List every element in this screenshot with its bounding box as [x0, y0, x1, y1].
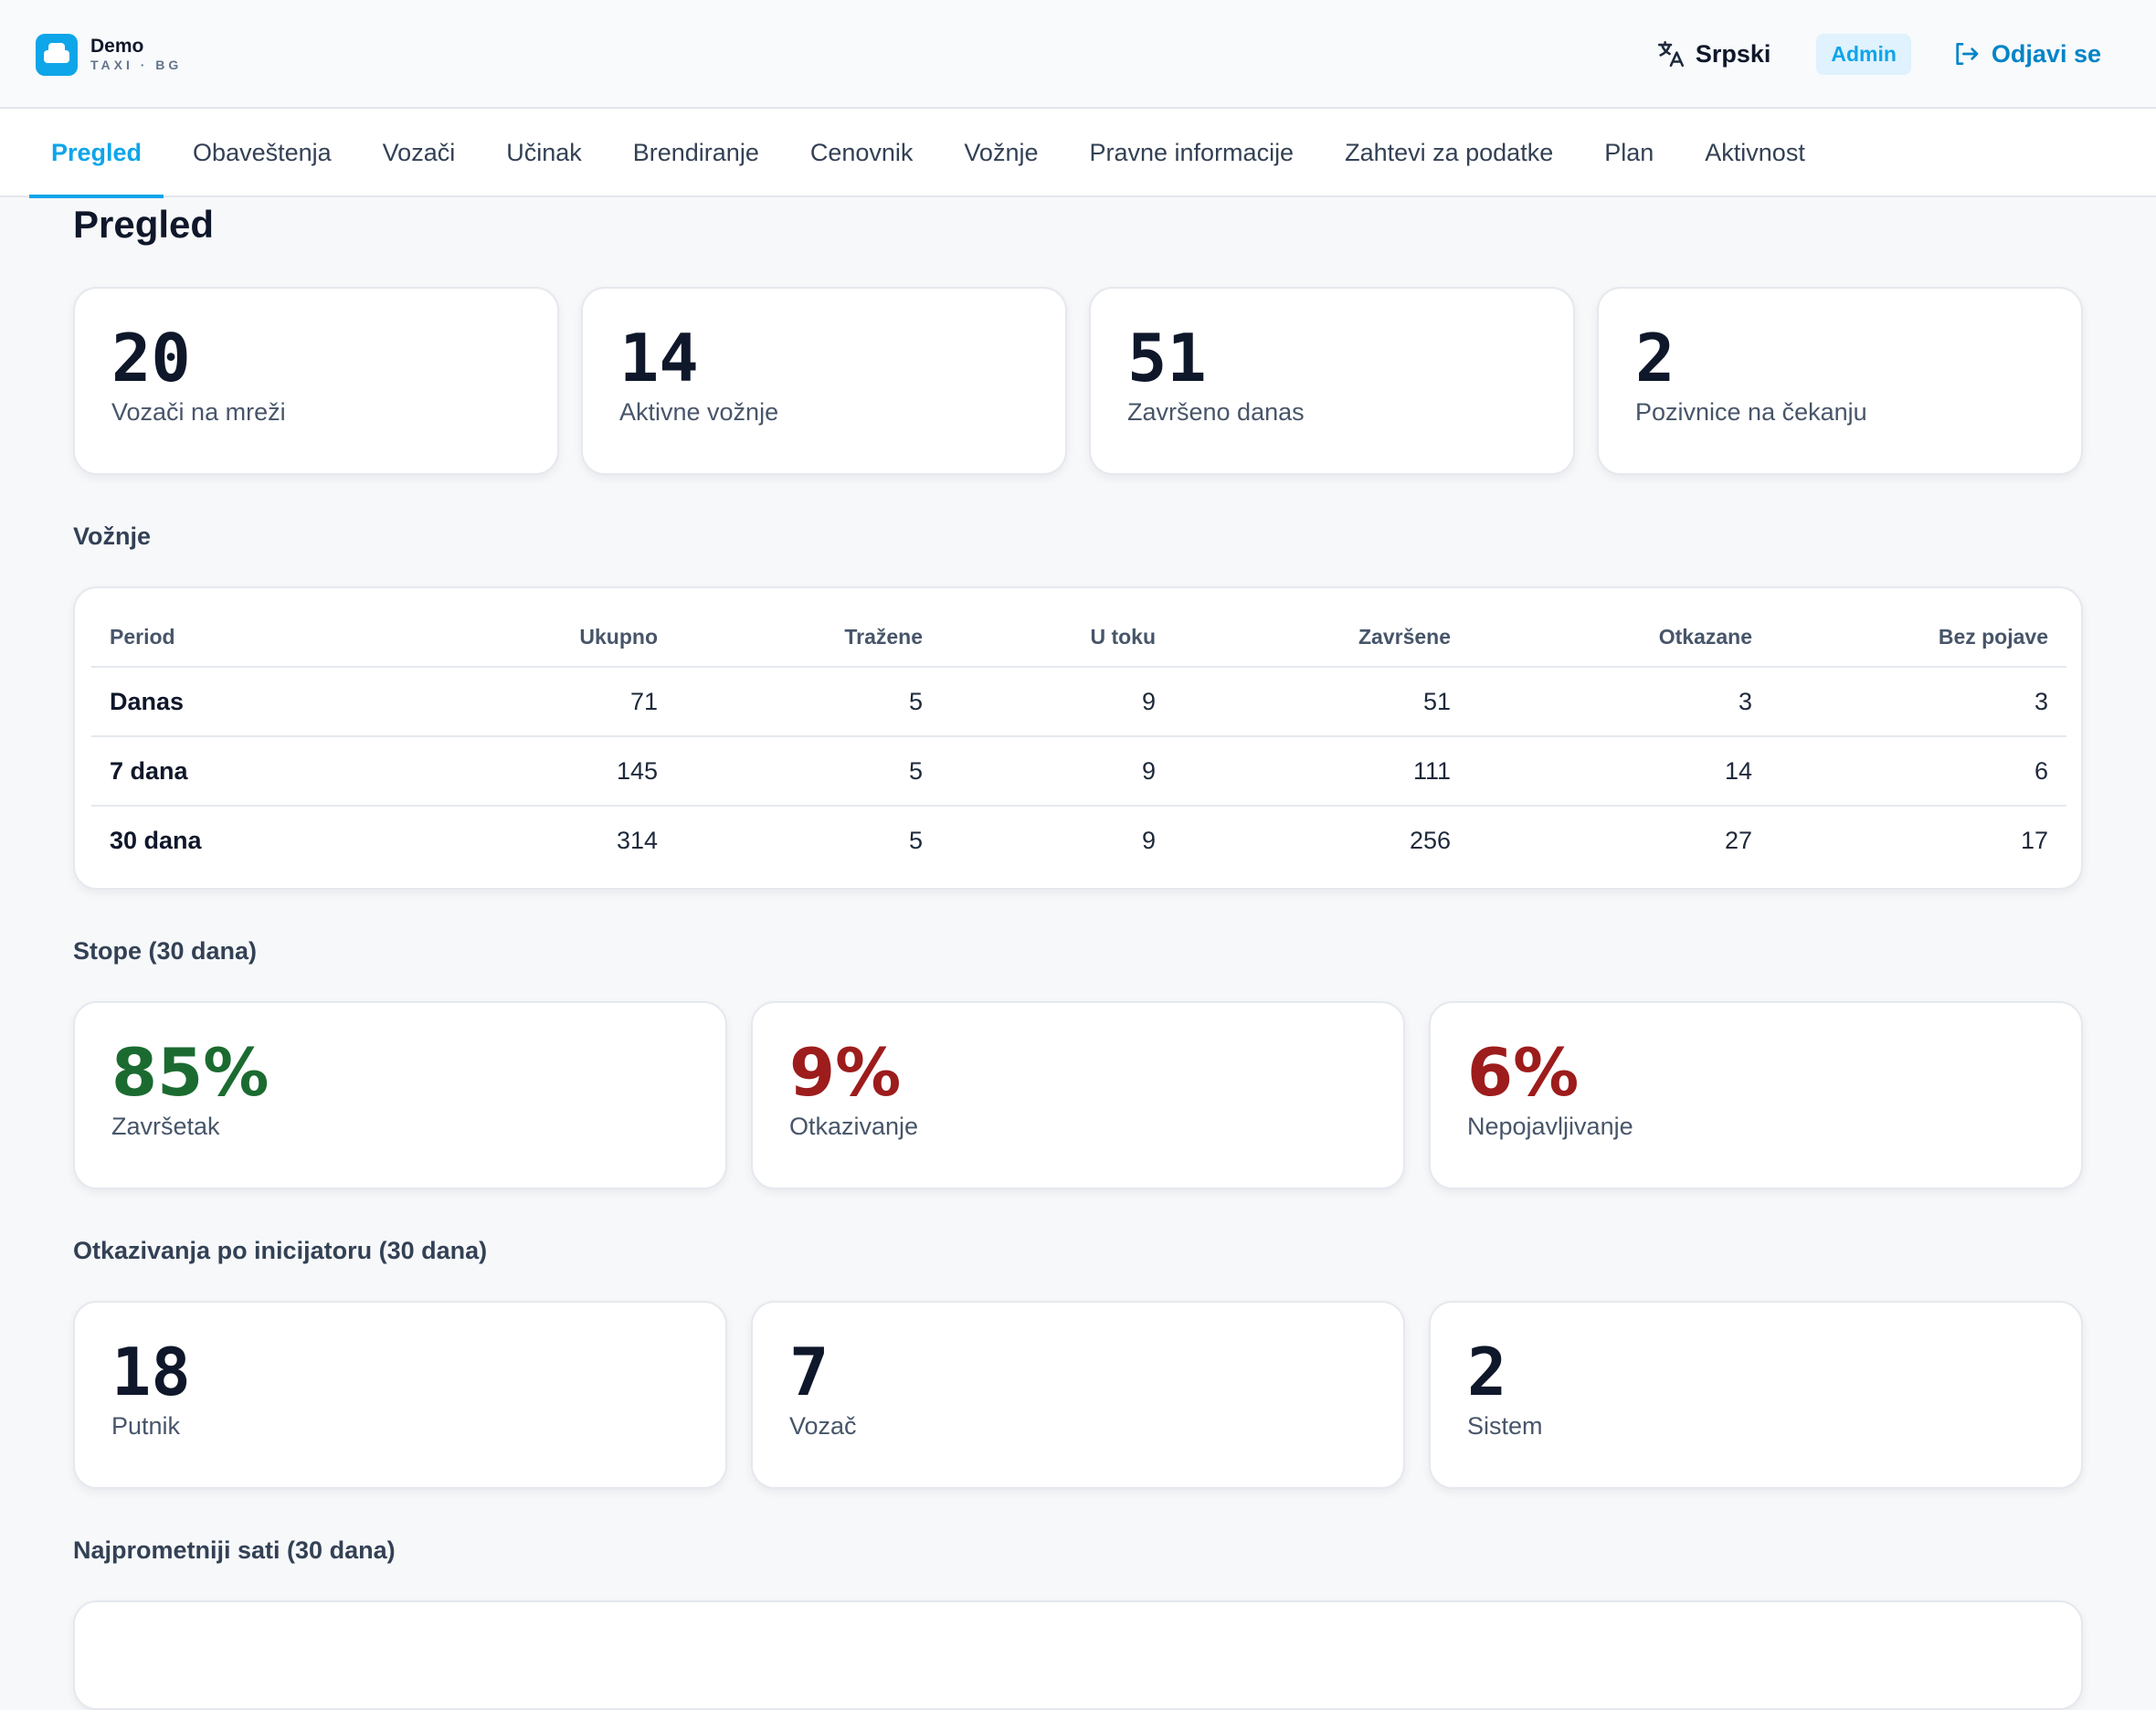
tab-ucinak[interactable]: Učinak — [506, 138, 582, 166]
cancel-value: 18 — [111, 1334, 191, 1410]
tab-plan[interactable]: Plan — [1604, 138, 1654, 166]
language-label: Srpski — [1695, 39, 1771, 68]
column-header: Period — [91, 608, 457, 668]
tab-pregled[interactable]: Pregled — [29, 109, 164, 198]
cancel-label: Putnik — [111, 1412, 181, 1440]
table-cell: 111 — [1174, 736, 1469, 807]
table-row: Danas 71 5 9 51 3 3 — [91, 667, 2066, 737]
tab-vozaci[interactable]: Vozači — [382, 138, 456, 166]
logout-icon — [1956, 43, 1979, 65]
stat-card-active-rides: 14 Aktivne vožnje — [581, 287, 1067, 475]
section-title-rides: Vožnje — [73, 522, 152, 550]
column-header: Završene — [1174, 608, 1469, 668]
stat-label: Završeno danas — [1127, 398, 1305, 426]
table-cell: 5 — [908, 827, 923, 854]
table-row: 7 dana 145 5 9 111 14 6 — [91, 736, 2066, 807]
page-title: Pregled — [73, 203, 215, 246]
table-cell: 71 — [457, 667, 676, 737]
section-title-cancellations: Otkazivanja po inicijatoru (30 dana) — [73, 1237, 488, 1264]
stat-value: 14 — [619, 320, 699, 396]
table-cell: 30 dana — [110, 827, 202, 854]
tab-voznje[interactable]: Vožnje — [964, 138, 1039, 166]
table-cell: Danas — [91, 667, 457, 737]
stat-label: Vozači na mreži — [111, 398, 286, 426]
rate-label: Nepojavljivanje — [1467, 1113, 1633, 1140]
rides-table-card: Period Ukupno Tražene U toku Završene Ot… — [73, 586, 2083, 890]
brand-subtitle: TAXI · BG — [90, 58, 183, 72]
table-row: 30 dana 314 5 9 256 27 17 — [91, 806, 2066, 875]
role-badge: Admin — [1816, 33, 1911, 75]
column-header: Otkazane — [1469, 608, 1770, 668]
table-cell: 9 — [941, 667, 1174, 737]
cancel-card-system: 2 Sistem — [1429, 1301, 2083, 1489]
table-header-row: Period Ukupno Tražene U toku Završene Ot… — [91, 608, 2066, 668]
rate-label: Završetak — [111, 1113, 220, 1140]
tab-aktivnost[interactable]: Aktivnost — [1705, 138, 1805, 166]
main-nav: Pregled Obaveštenja Vozači Učinak Brendi… — [0, 109, 2156, 198]
stat-label: Pozivnice na čekanju — [1635, 398, 1867, 426]
table-cell: 6 — [1770, 736, 2066, 807]
logout-button[interactable]: Odjavi se — [1951, 39, 2101, 69]
cancel-label: Vozač — [789, 1412, 857, 1440]
brand-name: Demo — [90, 36, 144, 57]
rate-card-cancellation: 9% Otkazivanje — [751, 1001, 1405, 1189]
table-cell: 7 dana — [91, 736, 457, 807]
table-cell: 51 — [1174, 667, 1469, 737]
rides-table: Period Ukupno Tražene U toku Završene Ot… — [91, 608, 2066, 875]
busiest-hours-card — [73, 1600, 2083, 1710]
stat-card-pending-invites: 2 Pozivnice na čekanju — [1597, 287, 2083, 475]
language-switcher[interactable]: Srpski — [1655, 38, 1771, 69]
column-header: Ukupno — [457, 608, 676, 668]
translate-icon — [1657, 40, 1684, 68]
table-cell: 145 — [457, 736, 676, 807]
table-cell: 5 — [676, 667, 941, 737]
cancel-value: 7 — [789, 1334, 830, 1410]
table-cell: 14 — [1469, 736, 1770, 807]
stat-value: 20 — [111, 320, 191, 396]
taxi-icon — [36, 34, 78, 76]
column-header: U toku — [941, 608, 1174, 668]
tab-pravne-informacije[interactable]: Pravne informacije — [1089, 138, 1295, 166]
stat-label: Aktivne vožnje — [619, 398, 779, 426]
stat-value: 51 — [1127, 320, 1207, 396]
table-cell: 256 — [1409, 827, 1451, 854]
tab-cenovnik[interactable]: Cenovnik — [809, 138, 914, 166]
table-cell: 314 — [616, 827, 658, 854]
stat-value: 2 — [1635, 320, 1675, 396]
section-title-rates: Stope (30 dana) — [73, 937, 258, 965]
table-cell: 5 — [676, 736, 941, 807]
rate-value: 9% — [789, 1034, 902, 1111]
cancel-value: 2 — [1467, 1334, 1507, 1410]
column-header: Bez pojave — [1770, 608, 2066, 668]
table-cell: 9 — [941, 736, 1174, 807]
column-header: Tražene — [676, 608, 941, 668]
cancel-card-passenger: 18 Putnik — [73, 1301, 727, 1489]
section-title-busiest-hours: Najprometniji sati (30 dana) — [73, 1536, 396, 1564]
tab-obavestenja[interactable]: Obaveštenja — [193, 138, 332, 166]
table-cell: 9 — [1141, 827, 1156, 854]
cancel-card-driver: 7 Vozač — [751, 1301, 1405, 1489]
table-cell: 3 — [1469, 667, 1770, 737]
rate-value: 6% — [1467, 1034, 1580, 1111]
tab-zahtevi-za-podatke[interactable]: Zahtevi za podatke — [1345, 138, 1554, 166]
table-cell: 27 — [1724, 827, 1752, 854]
brand[interactable]: Demo TAXI · BG — [36, 33, 182, 77]
top-bar: Demo TAXI · BG Srpski Admin Odjavi se — [0, 0, 2156, 109]
cancel-label: Sistem — [1467, 1412, 1543, 1440]
tab-brendiranje[interactable]: Brendiranje — [632, 138, 759, 166]
rate-value: 85% — [111, 1034, 270, 1111]
stat-card-drivers-online: 20 Vozači na mreži — [73, 287, 559, 475]
rate-card-completion: 85% Završetak — [73, 1001, 727, 1189]
rate-card-no-show: 6% Nepojavljivanje — [1429, 1001, 2083, 1189]
rate-label: Otkazivanje — [789, 1113, 919, 1140]
table-cell: 17 — [2020, 827, 2048, 854]
stat-card-completed-today: 51 Završeno danas — [1089, 287, 1575, 475]
table-cell: 3 — [1770, 667, 2066, 737]
logout-label: Odjavi se — [1991, 39, 2101, 68]
